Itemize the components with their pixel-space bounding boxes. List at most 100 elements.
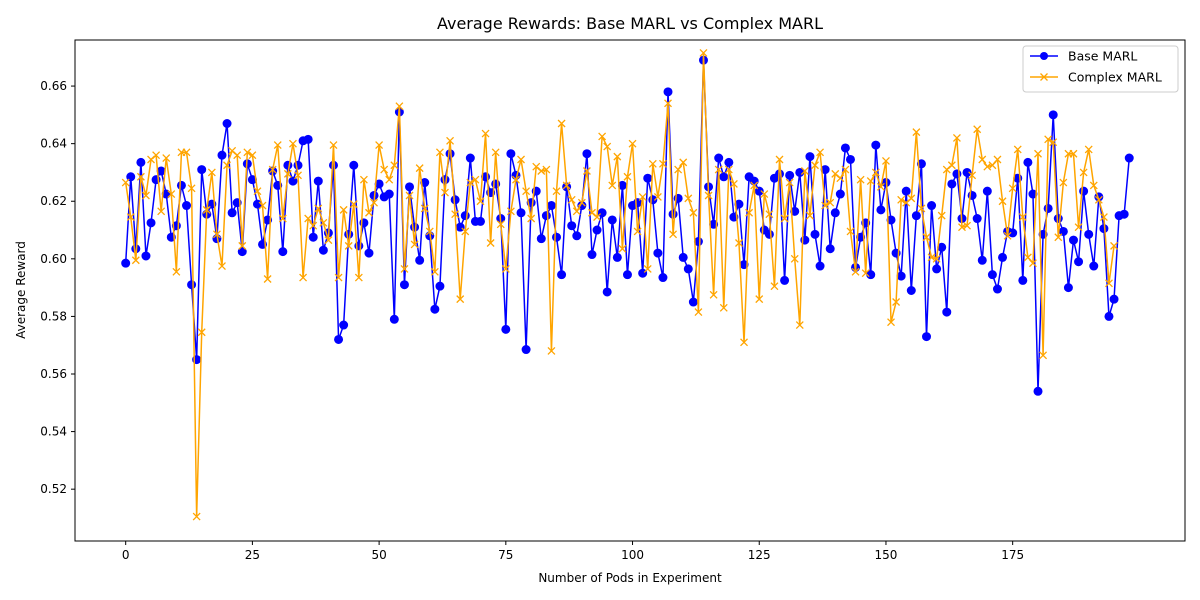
data-point	[983, 162, 992, 171]
data-point	[471, 175, 480, 184]
data-point	[537, 167, 546, 175]
data-point	[157, 207, 166, 216]
data-point	[780, 275, 790, 285]
data-point	[1094, 195, 1103, 204]
data-point	[800, 167, 809, 175]
data-point	[430, 267, 439, 276]
data-point	[1079, 168, 1088, 177]
data-point	[765, 210, 774, 219]
chart-title: Average Rewards: Base MARL vs Complex MA…	[437, 14, 823, 33]
data-point	[1049, 138, 1058, 147]
legend-box	[1022, 45, 1179, 93]
x-axis-label: Number of Pods in Experiment	[538, 571, 722, 585]
data-point	[1008, 184, 1017, 193]
data-point	[709, 290, 718, 299]
data-point	[521, 345, 531, 355]
data-point	[932, 254, 941, 263]
data-point	[912, 128, 921, 137]
data-point	[136, 157, 146, 167]
data-point	[851, 267, 860, 276]
data-point	[704, 191, 713, 200]
data-point	[886, 215, 896, 225]
data-point	[866, 177, 875, 186]
data-point	[927, 253, 936, 262]
data-point	[339, 320, 349, 330]
data-point	[527, 214, 536, 223]
data-point	[359, 175, 368, 184]
y-tick-label: 0.52	[40, 482, 67, 496]
data-point	[375, 141, 384, 150]
data-point	[273, 141, 282, 150]
data-point	[552, 232, 562, 242]
data-point	[339, 205, 348, 214]
data-point	[972, 214, 982, 224]
data-point	[415, 164, 424, 173]
data-point	[465, 153, 475, 163]
data-point	[764, 229, 774, 239]
data-point	[735, 239, 743, 247]
data-point	[227, 208, 237, 218]
data-point	[435, 148, 444, 157]
y-tick-label: 0.60	[40, 252, 67, 266]
data-point	[1033, 386, 1043, 396]
data-point	[1099, 213, 1108, 222]
data-point	[399, 280, 409, 290]
data-point	[222, 119, 232, 128]
x-tick-label: 150	[875, 548, 898, 562]
data-point	[218, 262, 226, 270]
data-point	[121, 178, 130, 187]
data-point	[993, 155, 1002, 164]
data-point	[541, 211, 551, 221]
data-point	[309, 221, 318, 230]
data-point	[389, 314, 399, 324]
data-point	[663, 87, 673, 97]
data-point	[491, 148, 500, 157]
legend-marker	[1040, 52, 1048, 60]
data-point	[633, 227, 642, 236]
data-point	[141, 251, 151, 261]
data-point	[238, 241, 247, 250]
y-tick-label: 0.56	[40, 367, 67, 381]
data-point	[749, 176, 759, 186]
data-point	[683, 264, 693, 274]
data-point	[1069, 149, 1078, 158]
data-point	[775, 155, 784, 164]
data-point	[810, 229, 820, 239]
data-point	[512, 175, 520, 184]
data-point	[1034, 149, 1042, 158]
data-point	[248, 151, 257, 160]
data-point	[496, 220, 505, 229]
data-point	[608, 181, 617, 190]
data-point	[182, 148, 191, 157]
data-point	[304, 214, 313, 223]
data-point	[643, 173, 653, 183]
data-point	[1044, 135, 1053, 144]
data-point	[243, 148, 252, 157]
data-point	[1104, 311, 1114, 321]
data-point	[501, 324, 511, 334]
data-point	[319, 218, 328, 227]
data-point	[982, 186, 992, 196]
data-point	[745, 208, 754, 217]
data-point	[486, 239, 495, 247]
data-point	[1038, 229, 1048, 239]
data-point	[805, 211, 814, 220]
data-point	[664, 99, 672, 108]
x-tick-label: 100	[621, 548, 644, 562]
data-point	[678, 252, 688, 262]
legend-label: Base MARL	[1068, 49, 1137, 64]
data-point	[840, 143, 850, 153]
data-point	[760, 190, 769, 198]
y-tick-label: 0.66	[40, 79, 67, 93]
data-point	[385, 175, 394, 184]
data-point	[142, 191, 150, 200]
data-point	[1018, 213, 1027, 222]
data-point	[897, 195, 906, 204]
data-point	[688, 297, 698, 307]
data-point	[1089, 261, 1099, 271]
data-point	[1023, 157, 1033, 167]
data-point	[962, 167, 972, 177]
data-point	[622, 270, 632, 280]
plot-frame	[74, 39, 1186, 542]
data-point	[481, 129, 490, 138]
